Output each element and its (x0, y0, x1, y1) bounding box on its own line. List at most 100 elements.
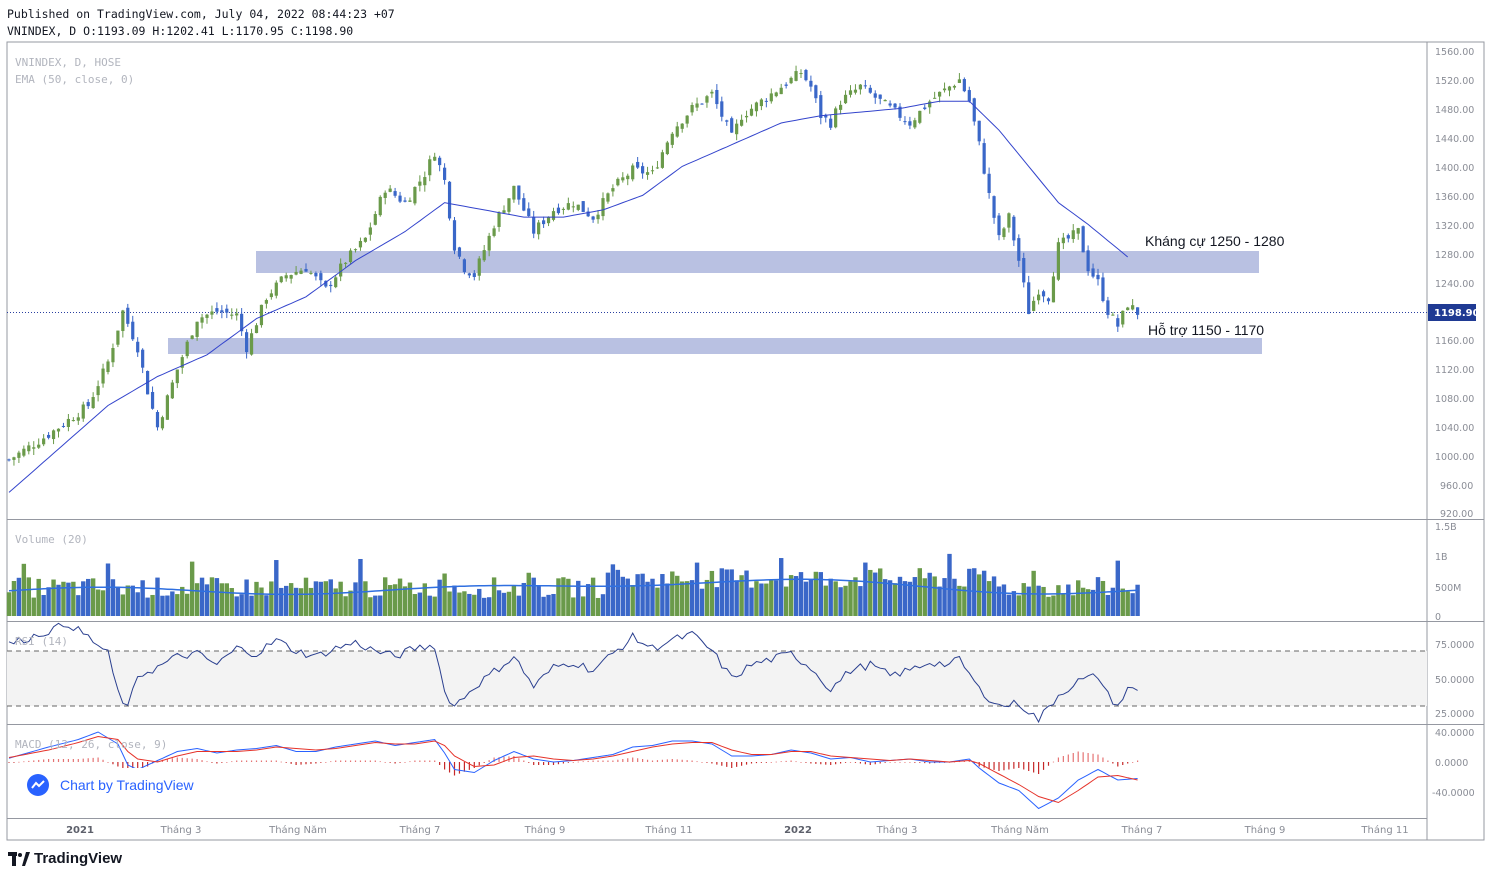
volume-bar (967, 568, 972, 616)
macd-histogram-bar (1003, 762, 1005, 771)
ema-line (8, 100, 1129, 493)
candle-body (923, 107, 927, 109)
macd-histogram-bar (726, 762, 728, 767)
candle-body (834, 108, 838, 128)
volume-bar (105, 563, 111, 616)
candle-body (804, 70, 808, 81)
candle-body (809, 80, 813, 87)
candle-body (344, 262, 348, 264)
macd-histogram-bar (38, 759, 40, 762)
volume-bar (947, 553, 952, 616)
volume-bar (962, 586, 967, 616)
candle-body (655, 167, 660, 169)
candle-body (962, 79, 966, 92)
macd-histogram-bar (236, 760, 238, 762)
candle-body (660, 152, 664, 168)
candle-body (591, 216, 595, 220)
candle-body (42, 438, 46, 445)
volume-bar (937, 586, 942, 616)
volume-bar (1100, 580, 1106, 616)
candle-body (403, 200, 407, 202)
volume-bar (981, 570, 987, 616)
candle-body (126, 307, 130, 324)
volume-bars (6, 553, 1140, 616)
macd-histogram-bar (567, 762, 569, 763)
last-price-badge (1428, 304, 1476, 321)
volume-bar (274, 560, 279, 616)
volume-bar (754, 581, 759, 616)
volume-bar (264, 595, 269, 616)
macd-histogram-bar (156, 760, 159, 762)
candle-body (502, 210, 506, 213)
volume-bar (36, 578, 41, 616)
macd-histogram-bar (335, 760, 337, 762)
macd-histogram-bar (147, 762, 149, 767)
volume-bar (472, 594, 477, 616)
macd-histogram-bar (998, 762, 1000, 771)
volume-bar (1011, 591, 1017, 616)
footer-logo[interactable]: TradingView (8, 850, 122, 867)
volume-bar (86, 578, 91, 616)
price-tick: 920.00 (1440, 509, 1473, 520)
macd-histogram-bar (528, 762, 530, 763)
price-tick: 1560.00 (1435, 47, 1474, 58)
macd-histogram-bar (1013, 762, 1015, 769)
candle-body (888, 103, 892, 106)
volume-bar (907, 581, 913, 616)
volume-bar (145, 597, 150, 616)
rsi-pane-title: RSI (14) (15, 635, 68, 648)
macd-signal-line (8, 735, 1138, 804)
volume-bar (798, 572, 804, 616)
volume-bar (526, 572, 531, 616)
candle-body (393, 191, 397, 196)
candle-body (1116, 318, 1120, 327)
candle-body (383, 192, 387, 198)
tradingview-cloud-icon (27, 774, 49, 796)
candle-body (705, 96, 709, 103)
candle-body (289, 275, 293, 279)
macd-histogram-bar (369, 760, 371, 762)
volume-bar (1006, 594, 1012, 616)
volume-bar (130, 585, 135, 616)
candle-body (878, 94, 882, 99)
candle-body (56, 428, 61, 432)
macd-histogram-bar (1137, 760, 1139, 762)
macd-histogram-bar (137, 762, 139, 773)
macd-histogram-bar (859, 762, 861, 764)
volume-bar (556, 578, 561, 616)
time-tick: Tháng 7 (1121, 824, 1163, 836)
volume-bar (348, 590, 353, 616)
candle-body (339, 263, 343, 277)
macd-histogram-bar (780, 761, 782, 763)
volume-bar (684, 581, 690, 616)
macd-histogram-bar (899, 762, 901, 763)
candle-body (195, 321, 199, 337)
macd-histogram-bar (691, 760, 693, 762)
candle-body (190, 335, 194, 339)
candle-body (452, 220, 457, 251)
macd-histogram-bar (414, 760, 416, 762)
macd-histogram-bar (458, 762, 461, 774)
macd-histogram-bar (755, 762, 758, 764)
volume-bar (254, 581, 259, 616)
candle-body (353, 249, 358, 251)
macd-histogram-bar (399, 762, 401, 763)
candle-body (131, 321, 135, 340)
macd-histogram-bar (18, 761, 20, 763)
macd-histogram-bar (810, 762, 812, 764)
resistance-zone[interactable] (256, 251, 1259, 273)
macd-histogram-bar (750, 762, 753, 764)
macd-histogram-bar (221, 762, 223, 763)
support-zone[interactable] (168, 338, 1262, 354)
macd-histogram-bar (325, 762, 327, 763)
candle-body (165, 395, 169, 420)
candle-body (433, 156, 437, 161)
macd-histogram-bar (1107, 760, 1109, 762)
macd-histogram-bar (1057, 757, 1059, 762)
chart-by-tradingview-badge[interactable]: Chart by TradingView (20, 768, 200, 802)
time-tick: Tháng 3 (160, 824, 202, 836)
volume-bar (41, 594, 46, 616)
macd-histogram-bar (280, 761, 282, 763)
volume-bar (402, 586, 408, 616)
